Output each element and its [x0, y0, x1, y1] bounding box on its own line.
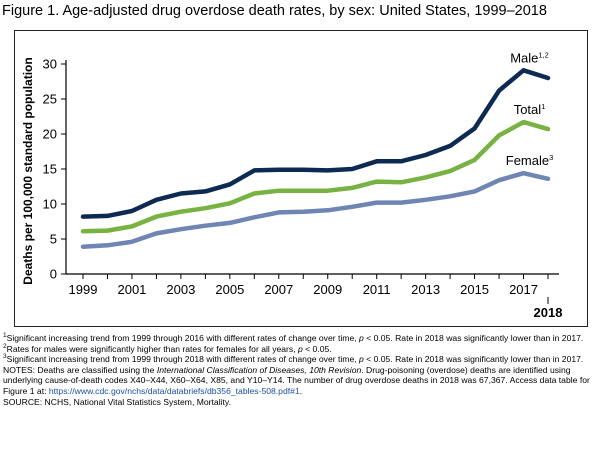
x-tick-label: 2011: [363, 282, 391, 297]
x-tick-label: 2005: [215, 282, 244, 297]
series-label-sup-female: 3: [549, 153, 553, 162]
y-tick-label: 30: [43, 57, 57, 72]
y-tick-label: 25: [43, 92, 57, 107]
y-tick-label: 5: [50, 232, 57, 247]
x-tick-label-2018: 2018: [534, 305, 563, 320]
x-tick-label: 1999: [69, 282, 98, 297]
chart-frame: Deaths per 100,000 standard population 0 5…: [14, 30, 588, 327]
figure-title: Figure 1. Age-adjusted drug overdose dea…: [2, 3, 547, 19]
notes-paragraph: NOTES: Deaths are classified using the I…: [3, 364, 590, 396]
data-table-link[interactable]: https://www.cdc.gov/nchs/data/databriefs…: [48, 385, 300, 396]
x-tick-label: 2017: [509, 282, 538, 297]
series-label-sup-male: 1,2: [538, 50, 548, 59]
series-line-female: [80, 170, 551, 249]
x-tick-label: 2013: [411, 282, 440, 297]
footnotes: 1Significant increasing trend from 1999 …: [3, 332, 599, 407]
series-label-female: Female3: [506, 153, 554, 168]
x-tick-label: 2015: [460, 282, 489, 297]
series-label-male: Male1,2: [510, 50, 549, 65]
x-tick-label: 2007: [264, 282, 293, 297]
series-label-total: Total1: [514, 102, 546, 117]
y-tick-label: 15: [43, 162, 57, 177]
y-tick-label: 0: [50, 267, 57, 282]
line-chart: Deaths per 100,000 standard population 0 5…: [21, 50, 563, 320]
series-line-total: [80, 119, 551, 234]
series-line-male: [80, 68, 551, 219]
footnote-2: 2Rates for males were significantly high…: [3, 342, 332, 354]
x-tick-label: 2003: [166, 282, 195, 297]
source-line: SOURCE: NCHS, National Vital Statistics …: [3, 396, 231, 407]
y-tick-label: 20: [43, 127, 57, 142]
y-tick-label: 10: [43, 197, 57, 212]
y-axis-label: Deaths per 100,000 standard population: [21, 57, 35, 284]
x-tick-label: 2001: [117, 282, 146, 297]
series-label-sup-total: 1: [541, 102, 545, 111]
footnote-3: 3Significant increasing trend from 1999 …: [3, 353, 584, 365]
x-tick-label: 2009: [313, 282, 342, 297]
footnote-1: 1Significant increasing trend from 1999 …: [3, 332, 584, 343]
